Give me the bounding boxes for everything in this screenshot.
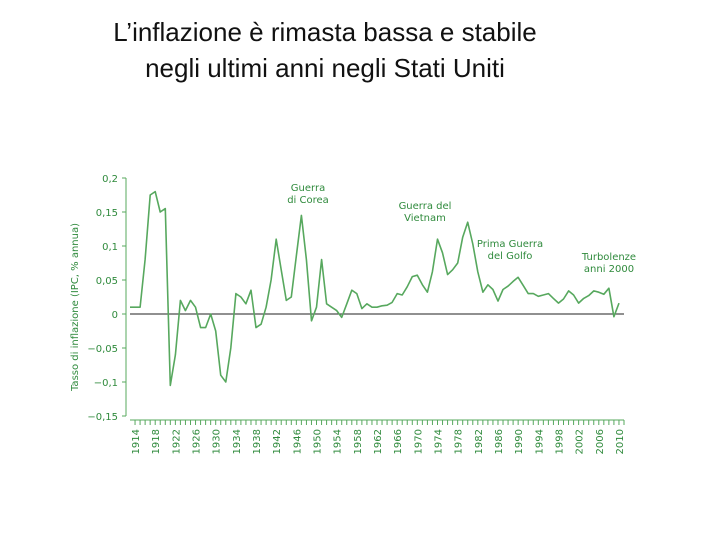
x-tick-label: 1978	[454, 429, 465, 454]
y-tick-label: −0,05	[87, 344, 118, 355]
x-tick-label: 1994	[534, 429, 545, 454]
x-tick-label: 1998	[554, 429, 565, 454]
x-tick-label: 1930	[212, 429, 223, 454]
title-line-1: L’inflazione è rimasta bassa e stabile	[113, 17, 537, 47]
x-tick-label: 1934	[232, 429, 243, 454]
annotation-line: anni 2000	[584, 264, 634, 275]
slide-title: L’inflazione è rimasta bassa e stabile n…	[0, 14, 650, 86]
annotation-line: Prima Guerra	[477, 239, 543, 250]
x-tick-label: 1942	[272, 429, 283, 454]
annotation-label: Guerra del Vietnam	[399, 201, 452, 224]
x-tick-label: 1922	[171, 429, 182, 454]
title-line-2: negli ultimi anni negli Stati Uniti	[145, 53, 505, 83]
y-axis: 0,2 0,15 0,1 0,05 0 −0,05 −0,1 −0,15 Tasso di in…	[70, 174, 624, 423]
x-tick-label: 1990	[514, 429, 525, 454]
annotation-line: del Golfo	[488, 251, 533, 262]
x-tick-label: 1914	[131, 429, 142, 454]
x-tick-label: 1926	[192, 429, 203, 454]
annotation-label: Guerra di Corea	[287, 183, 329, 206]
x-tick-label: 1958	[353, 429, 364, 454]
y-tick-label: −0,1	[94, 378, 118, 389]
x-tick-label: 1982	[474, 429, 485, 454]
series-group	[130, 190, 620, 387]
y-tick-label: 0,15	[96, 208, 118, 219]
y-tick-label: 0,05	[96, 276, 118, 287]
x-tick-label: 1966	[393, 429, 404, 454]
annotation-line: Guerra del	[399, 201, 452, 212]
x-tick-label: 2010	[615, 429, 626, 454]
x-tick-label: 1950	[313, 429, 324, 454]
annotation-label: Turbolenze anni 2000	[581, 252, 636, 275]
x-tick-label: 2002	[575, 429, 586, 454]
x-tick-label: 1974	[433, 429, 444, 454]
x-tick-label: 1946	[292, 429, 303, 454]
x-tick-label: 1986	[494, 429, 505, 454]
annotation-line: Vietnam	[404, 213, 446, 224]
annotation-line: di Corea	[287, 195, 329, 206]
x-tick-label: 1954	[333, 429, 344, 454]
x-tick-label: 1970	[413, 429, 424, 454]
y-axis-title: Tasso di inflazione (IPC, % annua)	[70, 223, 81, 392]
inflation-series-line	[130, 190, 620, 387]
x-tick-label: 1938	[252, 429, 263, 454]
x-tick-label: 1918	[151, 429, 162, 454]
annotation-label: Prima Guerra del Golfo	[477, 239, 543, 262]
y-tick-label: 0,1	[102, 242, 118, 253]
y-tick-label: −0,15	[87, 412, 118, 423]
annotation-line: Guerra	[291, 183, 325, 194]
x-tick-label: 1962	[373, 429, 384, 454]
x-axis: 1914 1918 1922 1926 1930 1934 1938 1942 1946 1950…	[130, 419, 626, 454]
annotations: Guerra di Corea Guerra del Vietnam Prima Gue…	[287, 183, 636, 275]
x-tick-label: 2006	[595, 429, 606, 454]
y-tick-label: 0,2	[102, 174, 118, 185]
y-tick-label: 0	[112, 310, 118, 321]
annotation-line: Turbolenze	[581, 252, 636, 263]
